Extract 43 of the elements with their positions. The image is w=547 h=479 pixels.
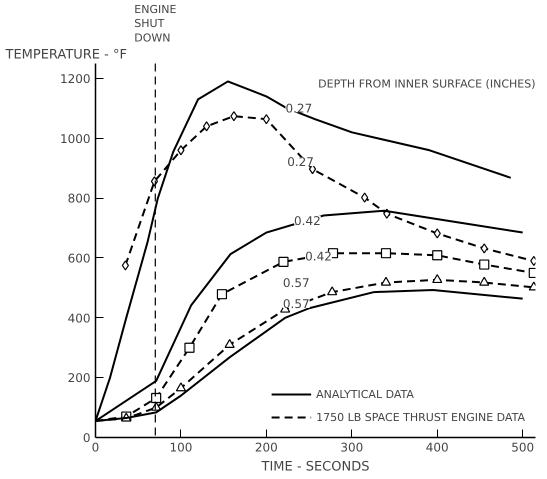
annotation: 0.42 — [294, 214, 321, 228]
point — [151, 392, 162, 404]
point — [224, 338, 235, 348]
point — [432, 250, 442, 260]
x-tick-label: 0 — [92, 440, 100, 454]
point — [202, 121, 210, 132]
x-tick-label: 200 — [254, 440, 278, 454]
point — [278, 256, 289, 267]
point — [216, 289, 228, 300]
y-tick-label: 200 — [68, 371, 90, 386]
x-axis-title: TIME - SECONDS — [260, 460, 370, 474]
legend-label: 1750 LB SPACE THRUST ENGINE DATA — [316, 410, 525, 424]
x-tick-label: 400 — [426, 440, 449, 454]
x-tick-label: 100 — [169, 440, 192, 454]
point — [184, 342, 195, 353]
annotation: DEPTH FROM INNER SURFACE (INCHES) — [318, 78, 536, 90]
annotation: 0.42 — [305, 250, 332, 264]
legend-label: ANALYTICAL DATA — [316, 388, 415, 400]
point — [262, 114, 270, 124]
annotation: 0.27 — [285, 101, 312, 116]
y-tick-label: 600 — [68, 251, 90, 266]
y-tick-label: 0 — [82, 431, 91, 445]
point — [176, 382, 186, 392]
y-tick-label: 800 — [68, 192, 90, 206]
annotation: 0.57 — [282, 296, 310, 311]
point — [327, 286, 338, 296]
y-tick-label: 400 — [68, 311, 90, 326]
point — [479, 276, 490, 286]
point — [479, 259, 490, 270]
annotation: 0.27 — [287, 155, 314, 170]
point — [432, 274, 442, 284]
point — [380, 248, 392, 258]
point — [230, 111, 238, 122]
x-tick-label: 300 — [340, 440, 364, 454]
point — [122, 260, 130, 271]
annotation: 0.57 — [282, 276, 310, 290]
y-axis-title: TEMPERATURE - °F — [4, 48, 127, 62]
y-tick-label: 1000 — [60, 132, 91, 146]
y-tick-label: 1200 — [60, 72, 91, 86]
point — [380, 276, 392, 286]
ref-line-label: ENGINE SHUT DOWN — [134, 2, 176, 44]
x-tick-label: 500 — [511, 440, 534, 454]
point — [177, 145, 185, 156]
